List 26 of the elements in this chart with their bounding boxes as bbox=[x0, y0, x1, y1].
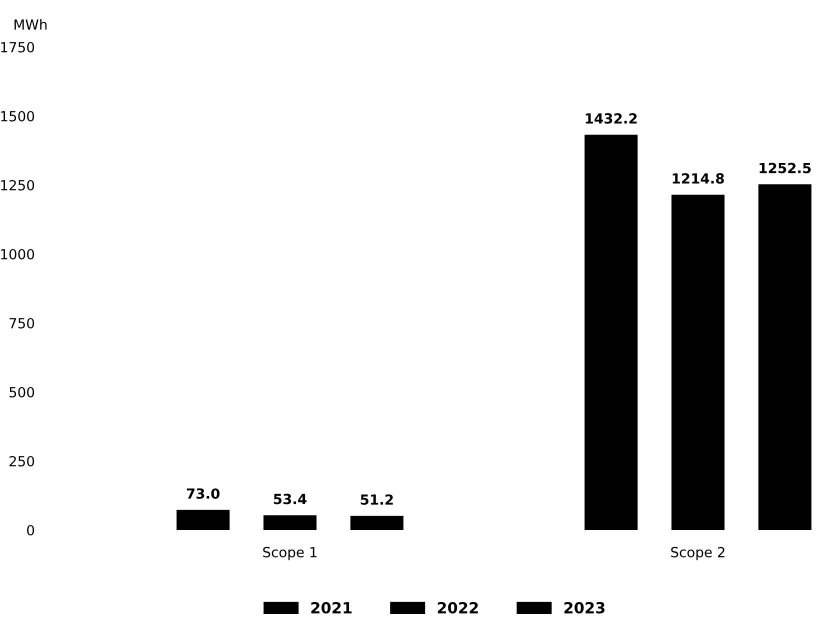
data-label: 53.4 bbox=[274, 494, 306, 504]
data-label: 1252.5 bbox=[760, 162, 811, 174]
y-tick-label: 0 bbox=[27, 524, 34, 536]
legend-label: 2023 bbox=[564, 602, 605, 614]
bar bbox=[584, 134, 638, 530]
bar bbox=[263, 515, 317, 530]
y-axis-title: MWh bbox=[14, 19, 47, 30]
data-label: 1214.8 bbox=[672, 173, 724, 184]
y-tick-label: 1500 bbox=[1, 110, 34, 122]
bar bbox=[671, 194, 725, 530]
legend-label: 2021 bbox=[311, 602, 352, 614]
legend-label: 2022 bbox=[438, 602, 478, 614]
y-tick-label: 250 bbox=[10, 456, 34, 466]
bar bbox=[176, 510, 230, 530]
data-label: 73.0 bbox=[186, 488, 220, 499]
y-tick-label: 1250 bbox=[1, 180, 34, 190]
y-tick-label: 500 bbox=[10, 386, 34, 398]
bar bbox=[350, 516, 404, 530]
y-tick-label: 1750 bbox=[1, 42, 34, 52]
y-tick-label: 1000 bbox=[1, 248, 34, 260]
x-tick-label: Scope 2 bbox=[671, 546, 724, 560]
y-tick-label: 750 bbox=[10, 318, 34, 328]
bar bbox=[758, 184, 812, 530]
data-label: 1432.2 bbox=[586, 113, 637, 124]
x-tick-label: Scope 1 bbox=[263, 546, 316, 560]
data-label: 51.2 bbox=[360, 494, 393, 505]
